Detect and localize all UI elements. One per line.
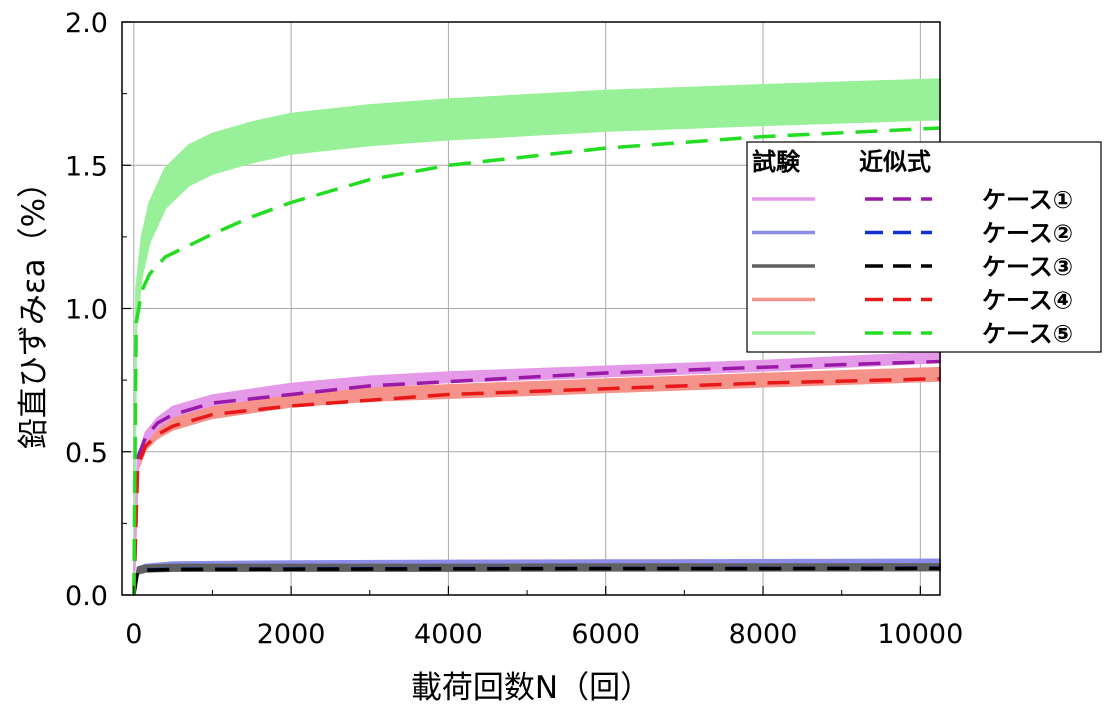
- legend-entry-label: ケース⑤: [982, 320, 1073, 348]
- legend-entry-label: ケース①: [982, 186, 1073, 214]
- fit-series-lines: [132, 126, 941, 596]
- legend-box: [746, 141, 1102, 353]
- tick-labels: 0 2000 4000 6000 8000 10000 0.0 0.5 1.0 1.5 2.0: [65, 8, 963, 650]
- legend-header-fit: 近似式: [859, 148, 931, 176]
- y-tick-label: 1.0: [65, 295, 108, 326]
- y-tick-label: 2.0: [65, 8, 108, 39]
- legend-entry-label: ケース④: [982, 287, 1073, 315]
- legend-rows: ケース① ケース② ケース③ ケース④ ケース⑤: [752, 186, 1073, 348]
- fit-series-line: [132, 126, 941, 596]
- x-axis-title: 載荷回数N（回）: [411, 670, 651, 706]
- fit-series-line: [132, 566, 941, 596]
- x-tick-label: 8000: [729, 619, 798, 650]
- y-tick-label: 1.5: [65, 151, 108, 182]
- fit-series-line: [132, 376, 941, 596]
- x-tick-label: 6000: [571, 619, 640, 650]
- y-tick-label: 0.5: [65, 438, 108, 469]
- x-tick-label: 0: [125, 619, 142, 650]
- legend-entry-label: ケース②: [982, 220, 1073, 248]
- x-tick-label: 4000: [414, 619, 483, 650]
- y-axis-title: 鉛直ひずみεa（%）: [16, 167, 52, 449]
- legend: 試験 近似式 ケース① ケース② ケース③ ケース④ ケース⑤: [746, 141, 1102, 353]
- x-tick-label: 10000: [877, 619, 963, 650]
- legend-entry-label: ケース③: [982, 253, 1073, 281]
- fit-series-line: [132, 359, 941, 596]
- y-tick-label: 0.0: [65, 581, 108, 612]
- axis-ticks: [122, 21, 921, 596]
- x-tick-label: 2000: [257, 619, 326, 650]
- legend-header-test: 試験: [752, 148, 801, 176]
